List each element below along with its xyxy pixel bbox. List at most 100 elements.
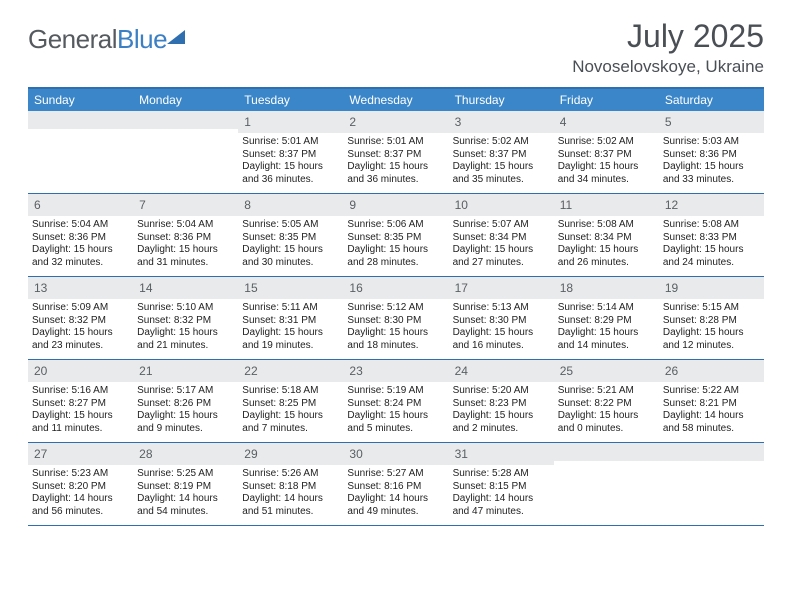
day-number: 18 xyxy=(560,281,573,295)
day-number: 11 xyxy=(560,198,572,212)
daynum-bar: 7 xyxy=(133,194,238,216)
daynum-bar: 20 xyxy=(28,360,133,382)
weekday-header: Friday xyxy=(554,89,659,111)
sunrise-line: Sunrise: 5:25 AM xyxy=(137,468,234,481)
logo-word-1: General xyxy=(28,24,117,54)
sunrise-line: Sunrise: 5:18 AM xyxy=(242,385,339,398)
day-body: Sunrise: 5:15 AMSunset: 8:28 PMDaylight:… xyxy=(663,302,760,352)
day-cell: 13Sunrise: 5:09 AMSunset: 8:32 PMDayligh… xyxy=(28,277,133,359)
day-body: Sunrise: 5:02 AMSunset: 8:37 PMDaylight:… xyxy=(558,136,655,186)
daynum-bar: 15 xyxy=(238,277,343,299)
month-title: July 2025 xyxy=(572,18,764,55)
daynum-bar: 27 xyxy=(28,443,133,465)
day-cell: 21Sunrise: 5:17 AMSunset: 8:26 PMDayligh… xyxy=(133,360,238,442)
sunset-line: Sunset: 8:15 PM xyxy=(453,481,550,494)
day-number: 15 xyxy=(244,281,257,295)
daylight-line: Daylight: 15 hours and 9 minutes. xyxy=(137,410,234,435)
day-cell: 15 Sunrise: 5:11 AMSunset: 8:31 PMDayligh… xyxy=(238,277,343,359)
week-row: 20 Sunrise: 5:16 AMSunset: 8:27 PM Dayligh… xyxy=(28,360,764,443)
day-body: Sunrise: 5:26 AMSunset: 8:18 PMDaylight:… xyxy=(242,468,339,518)
daylight-line: Daylight: 15 hours and 5 minutes. xyxy=(347,410,444,435)
daylight-line: Daylight: 14 hours and 51 minutes. xyxy=(242,493,339,518)
sunset-line: Sunset: 8:32 PM xyxy=(32,315,129,328)
weekday-header: Saturday xyxy=(659,89,764,111)
daynum-bar: 31 xyxy=(449,443,554,465)
daynum-bar: 5 xyxy=(659,111,764,133)
sunrise-line: Sunrise: 5:21 AM xyxy=(558,385,655,398)
sunset-line: Sunset: 8:36 PM xyxy=(32,232,129,245)
daynum-bar: 3 xyxy=(449,111,554,133)
sunset-line: Sunset: 8:26 PM xyxy=(137,398,234,411)
day-cell: 10Sunrise: 5:07 AMSunset: 8:34 PMDayligh… xyxy=(449,194,554,276)
day-number: 3 xyxy=(455,115,462,129)
day-body: Sunrise: 5:12 AMSunset: 8:30 PMDaylight:… xyxy=(347,302,444,352)
sunset-line: Sunset: 8:37 PM xyxy=(558,149,655,162)
day-cell: 18 Sunrise: 5:14 AMSunset: 8:29 PMDayligh… xyxy=(554,277,659,359)
week-row: 6Sunrise: 5:04 AMSunset: 8:36 PMDaylight… xyxy=(28,194,764,277)
day-number: 20 xyxy=(34,364,47,378)
sunrise-line: Sunrise: 5:01 AM xyxy=(242,136,339,149)
day-cell: 16Sunrise: 5:12 AMSunset: 8:30 PMDayligh… xyxy=(343,277,448,359)
logo-word-2: Blue xyxy=(117,24,167,54)
sunrise-line: Sunrise: 5:14 AM xyxy=(558,302,655,315)
daylight-line: Daylight: 15 hours and 18 minutes. xyxy=(347,327,444,352)
day-body: Sunrise: 5:09 AMSunset: 8:32 PMDaylight:… xyxy=(32,302,129,352)
sunrise-line: Sunrise: 5:22 AM xyxy=(663,385,760,398)
day-cell: 12Sunrise: 5:08 AMSunset: 8:33 PMDayligh… xyxy=(659,194,764,276)
sunrise-line: Sunrise: 5:04 AM xyxy=(137,219,234,232)
daynum-bar: 21 xyxy=(133,360,238,382)
day-cell: 7 Sunrise: 5:04 AMSunset: 8:36 PMDaylight… xyxy=(133,194,238,276)
sunset-line: Sunset: 8:27 PM xyxy=(32,398,129,411)
daylight-line: Daylight: 15 hours and 14 minutes. xyxy=(558,327,655,352)
day-body: Sunrise: 5:13 AMSunset: 8:30 PMDaylight:… xyxy=(453,302,550,352)
daylight-line: Daylight: 15 hours and 7 minutes. xyxy=(242,410,339,435)
sunset-line: Sunset: 8:25 PM xyxy=(242,398,339,411)
day-number: 9 xyxy=(349,198,356,212)
sunrise-line: Sunrise: 5:11 AM xyxy=(242,302,339,315)
day-body: Sunrise: 5:04 AMSunset: 8:36 PMDaylight:… xyxy=(32,219,129,269)
sunset-line: Sunset: 8:37 PM xyxy=(347,149,444,162)
logo-flag-icon xyxy=(167,30,185,44)
daynum-bar: 4 xyxy=(554,111,659,133)
day-body: Sunrise: 5:25 AMSunset: 8:19 PMDaylight:… xyxy=(137,468,234,518)
sunset-line: Sunset: 8:31 PM xyxy=(242,315,339,328)
week-row: 13Sunrise: 5:09 AMSunset: 8:32 PMDayligh… xyxy=(28,277,764,360)
day-cell: 31Sunrise: 5:28 AMSunset: 8:15 PMDayligh… xyxy=(449,443,554,525)
daynum-bar xyxy=(659,443,764,461)
daylight-line: Daylight: 15 hours and 27 minutes. xyxy=(453,244,550,269)
day-cell: 8Sunrise: 5:05 AMSunset: 8:35 PMDaylight… xyxy=(238,194,343,276)
daynum-bar xyxy=(28,111,133,129)
sunrise-line: Sunrise: 5:08 AM xyxy=(663,219,760,232)
daylight-line: Daylight: 15 hours and 31 minutes. xyxy=(137,244,234,269)
day-body: Sunrise: 5:06 AMSunset: 8:35 PMDaylight:… xyxy=(347,219,444,269)
sunset-line: Sunset: 8:30 PM xyxy=(347,315,444,328)
sunrise-line: Sunrise: 5:16 AM xyxy=(32,385,129,398)
day-body: Sunrise: 5:11 AMSunset: 8:31 PMDaylight:… xyxy=(242,302,339,352)
sunrise-line: Sunrise: 5:07 AM xyxy=(453,219,550,232)
logo-text: GeneralBlue xyxy=(28,24,167,55)
sunset-line: Sunset: 8:36 PM xyxy=(137,232,234,245)
day-cell: 23Sunrise: 5:19 AMSunset: 8:24 PMDayligh… xyxy=(343,360,448,442)
sunset-line: Sunset: 8:29 PM xyxy=(558,315,655,328)
daynum-bar xyxy=(133,111,238,129)
day-cell: 24Sunrise: 5:20 AMSunset: 8:23 PMDayligh… xyxy=(449,360,554,442)
sunrise-line: Sunrise: 5:06 AM xyxy=(347,219,444,232)
logo: GeneralBlue xyxy=(28,24,185,55)
sunrise-line: Sunrise: 5:26 AM xyxy=(242,468,339,481)
daynum-bar xyxy=(554,443,659,461)
day-number: 19 xyxy=(665,281,678,295)
weekday-header: Monday xyxy=(133,89,238,111)
day-cell: 30Sunrise: 5:27 AMSunset: 8:16 PMDayligh… xyxy=(343,443,448,525)
sunset-line: Sunset: 8:35 PM xyxy=(242,232,339,245)
day-number: 30 xyxy=(349,447,362,461)
empty-cell xyxy=(133,111,238,193)
weekday-header: Wednesday xyxy=(343,89,448,111)
daynum-bar: 18 xyxy=(554,277,659,299)
day-body: Sunrise: 5:07 AMSunset: 8:34 PMDaylight:… xyxy=(453,219,550,269)
empty-cell xyxy=(659,443,764,525)
daynum-bar: 28 xyxy=(133,443,238,465)
sunrise-line: Sunrise: 5:20 AM xyxy=(453,385,550,398)
daylight-line: Daylight: 15 hours and 21 minutes. xyxy=(137,327,234,352)
day-body: Sunrise: 5:03 AMSunset: 8:36 PMDaylight:… xyxy=(663,136,760,186)
sunrise-line: Sunrise: 5:02 AM xyxy=(453,136,550,149)
